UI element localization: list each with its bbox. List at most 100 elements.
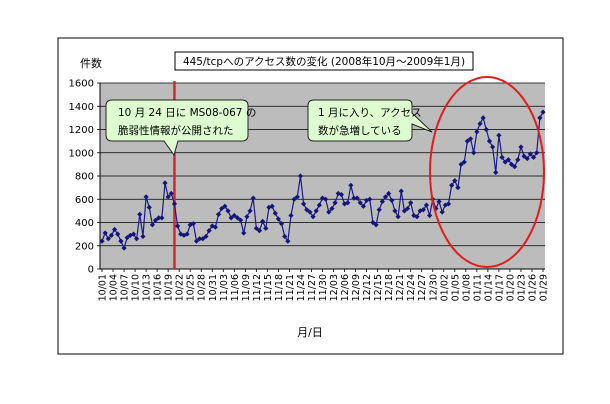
data-point	[250, 195, 256, 201]
data-point	[256, 228, 263, 234]
x-tick-label: 12/03	[329, 274, 340, 301]
data-point	[143, 194, 149, 200]
chart-title: 445/tcpへのアクセス数の変化 (2008年10月～2009年1月)	[183, 55, 465, 68]
data-point	[175, 223, 181, 229]
x-tick-label: 10/19	[164, 274, 175, 301]
data-point	[389, 197, 395, 204]
callout-left-line2: 脆弱性情報が公開された	[118, 124, 234, 137]
x-tick-label: 11/09	[241, 274, 252, 301]
y-tick-label: 400	[75, 218, 94, 229]
data-point	[200, 236, 206, 242]
data-point	[203, 233, 209, 240]
data-point	[215, 211, 222, 217]
data-point	[477, 121, 483, 127]
title-box	[174, 51, 474, 71]
data-point	[461, 159, 467, 165]
data-point	[130, 231, 137, 237]
x-tick-label: 01/11	[472, 274, 483, 301]
data-point	[288, 212, 294, 219]
data-point	[105, 236, 111, 242]
data-point	[439, 209, 445, 215]
data-point	[102, 230, 108, 236]
callout-right-bubble	[307, 99, 433, 142]
data-point	[376, 207, 382, 213]
data-point	[382, 194, 389, 200]
x-tick-label: 11/30	[318, 274, 329, 301]
data-point	[420, 207, 426, 213]
x-tick-label: 12/30	[428, 274, 439, 301]
y-tick-label: 1600	[69, 79, 94, 90]
x-tick-label: 10/07	[120, 274, 131, 301]
x-tick-label: 01/29	[539, 274, 550, 301]
data-point	[253, 225, 259, 231]
data-point	[269, 203, 275, 209]
x-tick-label: 01/08	[461, 274, 472, 301]
data-point	[351, 195, 357, 201]
x-tick-label: 12/09	[351, 274, 362, 301]
x-tick-label: 12/24	[406, 274, 417, 301]
data-point	[294, 194, 300, 200]
data-point	[395, 214, 401, 220]
data-point	[260, 218, 266, 224]
data-point	[222, 203, 228, 209]
data-point	[272, 210, 278, 216]
data-point	[505, 157, 511, 163]
x-tick-label: 11/06	[230, 274, 241, 301]
data-point	[278, 221, 285, 227]
data-point	[474, 129, 480, 135]
data-point	[386, 190, 392, 197]
data-point	[518, 144, 524, 150]
y-tick-label: 1200	[69, 125, 94, 136]
data-point	[275, 216, 281, 222]
data-point	[152, 217, 159, 223]
data-point	[241, 230, 247, 236]
data-point	[190, 221, 196, 227]
x-tick-label: 11/18	[274, 274, 285, 301]
y-tick-label: 800	[75, 172, 94, 183]
data-point	[449, 182, 455, 188]
x-tick-label: 10/01	[98, 274, 109, 301]
data-point	[231, 212, 237, 219]
data-point	[338, 192, 344, 198]
data-point	[515, 157, 521, 163]
data-point	[332, 200, 338, 206]
data-point	[417, 208, 423, 214]
data-point	[401, 208, 407, 214]
x-tick-label: 10/28	[197, 274, 208, 301]
data-point	[316, 202, 322, 208]
x-tick-label: 10/31	[208, 274, 219, 301]
data-point	[282, 233, 288, 240]
data-point	[486, 138, 493, 144]
data-point	[345, 200, 351, 206]
data-point	[357, 200, 363, 206]
data-point	[464, 138, 470, 144]
y-axis-label: 件数	[80, 57, 102, 70]
data-point	[530, 154, 537, 160]
data-point	[348, 182, 354, 188]
y-tick-label: 1000	[69, 148, 94, 159]
x-tick-label: 10/25	[186, 274, 197, 301]
data-point	[483, 126, 489, 133]
data-point	[436, 198, 442, 205]
surge-highlight-ellipse	[429, 76, 545, 268]
data-point	[354, 195, 360, 201]
x-tick-label: 11/03	[219, 274, 230, 301]
data-point	[197, 236, 203, 242]
data-point	[496, 132, 502, 138]
x-tick-label: 11/27	[307, 274, 318, 301]
x-tick-label: 12/18	[384, 274, 395, 301]
data-point	[373, 222, 379, 228]
data-point	[490, 144, 496, 150]
data-point	[134, 236, 140, 242]
data-point	[156, 215, 162, 221]
data-point	[193, 238, 200, 244]
data-point	[537, 115, 543, 121]
x-tick-label: 10/10	[131, 274, 142, 301]
data-point	[313, 208, 319, 214]
x-tick-label: 01/17	[494, 274, 505, 301]
data-point	[137, 211, 143, 217]
data-point	[118, 238, 124, 244]
data-point	[228, 215, 234, 221]
data-point	[326, 209, 332, 215]
data-point	[480, 115, 486, 121]
